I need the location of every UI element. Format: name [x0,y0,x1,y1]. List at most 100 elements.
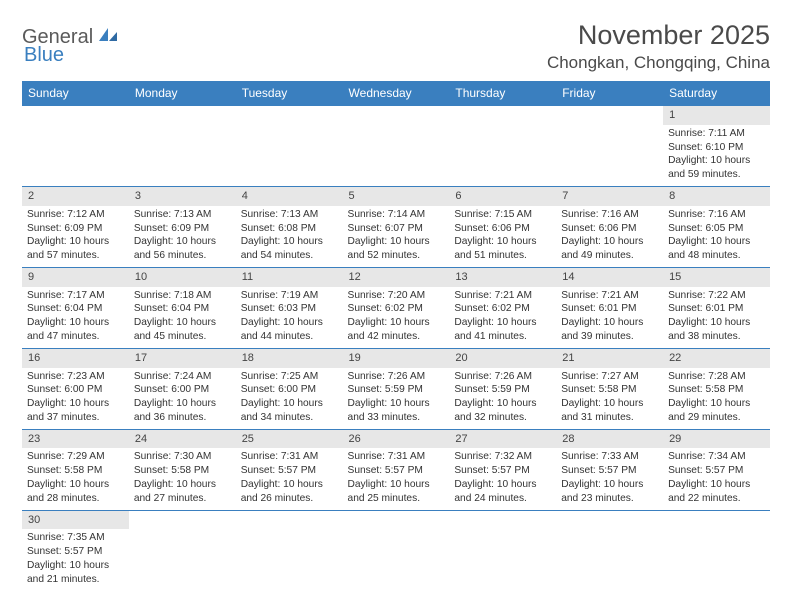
day-detail-cell: Sunrise: 7:32 AMSunset: 5:57 PMDaylight:… [449,448,556,510]
sunset-text: Sunset: 5:57 PM [348,464,445,478]
sunset-text: Sunset: 6:07 PM [348,222,445,236]
sunset-text: Sunset: 6:00 PM [27,383,124,397]
daylight-text: Daylight: 10 hours and 45 minutes. [134,316,231,344]
sunrise-text: Sunrise: 7:24 AM [134,370,231,384]
sunrise-text: Sunrise: 7:18 AM [134,289,231,303]
day-detail-cell: Sunrise: 7:35 AMSunset: 5:57 PMDaylight:… [22,529,129,590]
sunrise-text: Sunrise: 7:34 AM [668,450,765,464]
day-number-cell: 1 [663,106,770,125]
sunset-text: Sunset: 5:57 PM [27,545,124,559]
day-number-cell: 24 [129,429,236,448]
day-number-cell: 16 [22,348,129,367]
sunset-text: Sunset: 5:57 PM [241,464,338,478]
daylight-text: Daylight: 10 hours and 27 minutes. [134,478,231,506]
daylight-text: Daylight: 10 hours and 42 minutes. [348,316,445,344]
day-number-cell [449,510,556,529]
day-detail-cell: Sunrise: 7:31 AMSunset: 5:57 PMDaylight:… [236,448,343,510]
daylight-text: Daylight: 10 hours and 38 minutes. [668,316,765,344]
sunset-text: Sunset: 5:57 PM [454,464,551,478]
daylight-text: Daylight: 10 hours and 41 minutes. [454,316,551,344]
daylight-text: Daylight: 10 hours and 48 minutes. [668,235,765,263]
sunset-text: Sunset: 6:04 PM [134,302,231,316]
day-number-cell: 23 [22,429,129,448]
daylight-text: Daylight: 10 hours and 31 minutes. [561,397,658,425]
day-detail-cell: Sunrise: 7:20 AMSunset: 6:02 PMDaylight:… [343,287,450,349]
page-header: General November 2025 Chongkan, Chongqin… [22,20,770,73]
day-detail-cell: Sunrise: 7:26 AMSunset: 5:59 PMDaylight:… [449,368,556,430]
sunset-text: Sunset: 6:02 PM [348,302,445,316]
sunrise-text: Sunrise: 7:16 AM [668,208,765,222]
day-detail-cell: Sunrise: 7:25 AMSunset: 6:00 PMDaylight:… [236,368,343,430]
day-detail-cell: Sunrise: 7:13 AMSunset: 6:09 PMDaylight:… [129,206,236,268]
sunrise-text: Sunrise: 7:14 AM [348,208,445,222]
sunset-text: Sunset: 6:03 PM [241,302,338,316]
daylight-text: Daylight: 10 hours and 36 minutes. [134,397,231,425]
day-number-cell: 14 [556,267,663,286]
daylight-text: Daylight: 10 hours and 47 minutes. [27,316,124,344]
sunset-text: Sunset: 6:09 PM [27,222,124,236]
calendar-page: General November 2025 Chongkan, Chongqin… [0,0,792,590]
logo-text-blue: Blue [24,44,64,66]
day-number-cell: 12 [343,267,450,286]
weekday-header: Friday [556,81,663,106]
day-number-cell: 9 [22,267,129,286]
sunrise-text: Sunrise: 7:28 AM [668,370,765,384]
sunset-text: Sunset: 5:58 PM [134,464,231,478]
daylight-text: Daylight: 10 hours and 33 minutes. [348,397,445,425]
day-detail-cell: Sunrise: 7:13 AMSunset: 6:08 PMDaylight:… [236,206,343,268]
day-number-cell [236,510,343,529]
day-detail-cell: Sunrise: 7:22 AMSunset: 6:01 PMDaylight:… [663,287,770,349]
daylight-text: Daylight: 10 hours and 23 minutes. [561,478,658,506]
weekday-header: Saturday [663,81,770,106]
daynum-row: 16171819202122 [22,348,770,367]
day-detail-cell: Sunrise: 7:14 AMSunset: 6:07 PMDaylight:… [343,206,450,268]
day-detail-cell: Sunrise: 7:19 AMSunset: 6:03 PMDaylight:… [236,287,343,349]
day-detail-cell: Sunrise: 7:30 AMSunset: 5:58 PMDaylight:… [129,448,236,510]
day-detail-cell: Sunrise: 7:12 AMSunset: 6:09 PMDaylight:… [22,206,129,268]
sunset-text: Sunset: 6:05 PM [668,222,765,236]
day-detail-cell: Sunrise: 7:16 AMSunset: 6:06 PMDaylight:… [556,206,663,268]
day-detail-cell [556,125,663,187]
day-detail-cell: Sunrise: 7:23 AMSunset: 6:00 PMDaylight:… [22,368,129,430]
day-number-cell: 27 [449,429,556,448]
day-number-cell: 10 [129,267,236,286]
sunrise-text: Sunrise: 7:29 AM [27,450,124,464]
daynum-row: 9101112131415 [22,267,770,286]
detail-row: Sunrise: 7:17 AMSunset: 6:04 PMDaylight:… [22,287,770,349]
day-detail-cell: Sunrise: 7:29 AMSunset: 5:58 PMDaylight:… [22,448,129,510]
detail-row: Sunrise: 7:11 AMSunset: 6:10 PMDaylight:… [22,125,770,187]
sunset-text: Sunset: 6:00 PM [241,383,338,397]
day-detail-cell: Sunrise: 7:34 AMSunset: 5:57 PMDaylight:… [663,448,770,510]
sunset-text: Sunset: 6:10 PM [668,141,765,155]
day-number-cell: 30 [22,510,129,529]
calendar-head: Sunday Monday Tuesday Wednesday Thursday… [22,81,770,106]
sunrise-text: Sunrise: 7:16 AM [561,208,658,222]
sunset-text: Sunset: 6:01 PM [668,302,765,316]
day-number-cell: 3 [129,186,236,205]
daylight-text: Daylight: 10 hours and 39 minutes. [561,316,658,344]
day-number-cell: 8 [663,186,770,205]
sunset-text: Sunset: 6:06 PM [454,222,551,236]
daylight-text: Daylight: 10 hours and 37 minutes. [27,397,124,425]
sunset-text: Sunset: 5:57 PM [561,464,658,478]
day-number-cell [22,106,129,125]
weekday-header: Sunday [22,81,129,106]
day-detail-cell: Sunrise: 7:31 AMSunset: 5:57 PMDaylight:… [343,448,450,510]
day-number-cell: 7 [556,186,663,205]
day-detail-cell: Sunrise: 7:16 AMSunset: 6:05 PMDaylight:… [663,206,770,268]
day-detail-cell [236,125,343,187]
day-number-cell: 18 [236,348,343,367]
sunset-text: Sunset: 6:01 PM [561,302,658,316]
day-number-cell [343,106,450,125]
day-number-cell [343,510,450,529]
day-detail-cell: Sunrise: 7:15 AMSunset: 6:06 PMDaylight:… [449,206,556,268]
day-detail-cell: Sunrise: 7:28 AMSunset: 5:58 PMDaylight:… [663,368,770,430]
month-title: November 2025 [547,20,770,51]
day-number-cell [449,106,556,125]
sunrise-text: Sunrise: 7:22 AM [668,289,765,303]
sunrise-text: Sunrise: 7:12 AM [27,208,124,222]
day-detail-cell [343,125,450,187]
day-detail-cell: Sunrise: 7:17 AMSunset: 6:04 PMDaylight:… [22,287,129,349]
detail-row: Sunrise: 7:23 AMSunset: 6:00 PMDaylight:… [22,368,770,430]
calendar-table: Sunday Monday Tuesday Wednesday Thursday… [22,81,770,590]
